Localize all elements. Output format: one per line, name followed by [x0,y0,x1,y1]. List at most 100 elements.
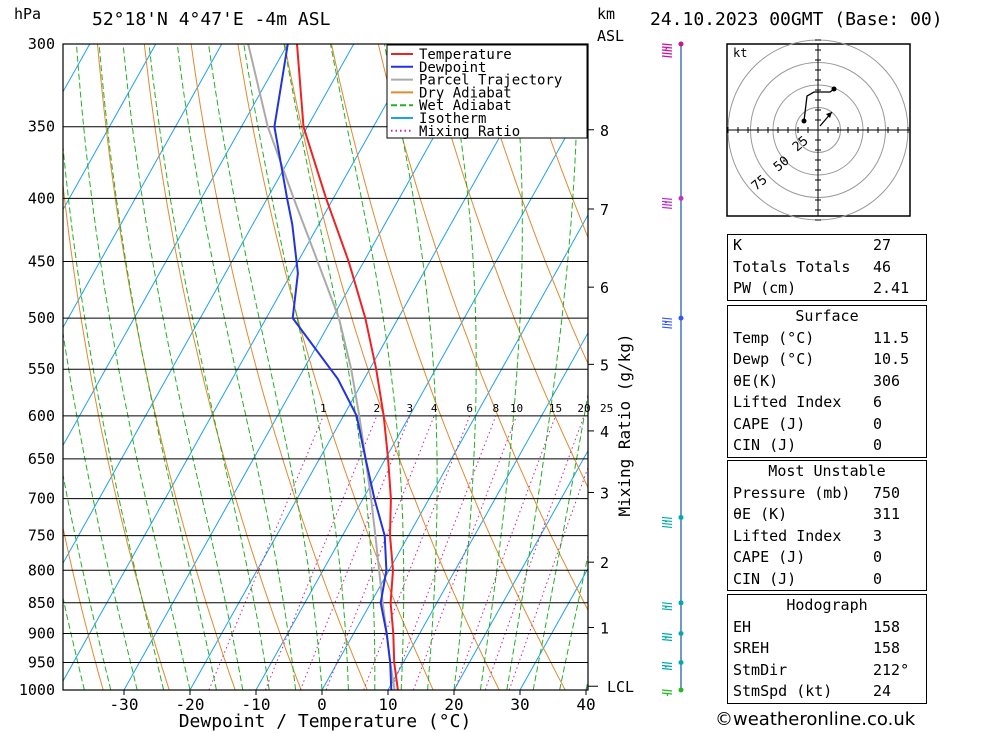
km-tick-label: 4 [600,423,609,441]
wet-adiabat-line [63,472,112,690]
hodograph-unit-label: kt [733,46,747,60]
legend-label: Isotherm [419,111,486,127]
mixing-ratio-label: 8 [492,402,499,415]
pressure-unit-label: hPa [14,5,42,23]
mixing-ratio-label: 2 [373,402,380,415]
legend-label: Temperature [419,47,512,63]
wind-level-dot [678,195,684,201]
dry-adiabat-line [987,44,1000,690]
wind-barb-flag [661,519,673,523]
indices-table: K 27 Totals Totals 46 PW (cm) 2.41 [727,234,927,301]
temperature-tick-label: 30 [510,695,529,714]
wet-adiabat-line [559,553,588,690]
wind-barb-flag [661,323,673,326]
wet-adiabat-line [479,44,523,690]
lcl-label: LCL [607,678,634,696]
mixing-ratio-line [363,415,471,690]
axes-labels: 1 2 3 4 6 8 10 15 20 2530035040045050055060065070… [19,35,634,732]
wind-profile [661,41,684,697]
site-link[interactable]: weatheronline.co.uk [733,709,916,730]
wind-barb-flag [661,320,673,323]
wind-barb-flag [661,43,673,46]
pressure-tick-label: 450 [28,253,55,271]
wet-adiabat-line [63,595,85,690]
copyright-icon: © [715,709,733,730]
most-unstable-row: Pressure (mb) 750 [733,483,901,502]
wind-barb-flag [661,52,673,55]
isotherm-line [123,44,487,690]
most-unstable-row: Lifted Index 3 [733,526,883,545]
dry-adiabat-line [940,44,1000,690]
km-tick-label: 7 [600,201,609,219]
wind-barb-staff [665,47,668,50]
most-unstable-row: CAPE (J) 0 [733,548,883,566]
hodograph-row: StmSpd (kt) 24 [733,682,892,700]
legend-label: Parcel Trajectory [419,73,562,89]
wind-barb-flag [661,689,673,692]
isotherm-line [63,44,355,565]
pressure-tick-label: 950 [28,653,55,671]
wind-barb-staff [664,321,668,324]
legend-box [386,44,588,139]
wind-barb-flag [661,55,673,58]
hodograph-trace [803,88,835,122]
pressure-tick-label: 600 [28,407,55,425]
mixing-ratio-line [508,466,588,690]
temperature-tick-label: 10 [378,695,397,714]
km-tick-label: 2 [600,554,609,572]
wind-barb-flag [661,635,673,639]
hodograph-table: Hodograph EH 158 SREH 158 StmDir 212° StmSp… [727,594,927,704]
wet-adiabat-line [0,44,32,690]
pressure-tick-label: 550 [28,360,55,378]
hodograph-row: EH 158 [733,617,901,636]
mixing-ratio-line [484,415,585,690]
wind-barb-flag [661,522,673,526]
wind-barb-staff [664,665,668,668]
wind-barb-flag [661,317,673,320]
mixing-ratio-line [454,415,556,690]
dry-adiabat-line [63,525,104,690]
wet-adiabat-line [383,44,438,690]
wind-barb-flag [661,197,673,200]
dry-adiabat-line [471,44,588,365]
isotherm-line [387,331,588,690]
mixing-ratio-label: 3 [407,402,414,415]
asl-label: ASL [597,27,625,45]
pressure-tick-label: 1000 [19,681,55,699]
pressure-tick-label: 300 [28,35,55,53]
km-tick-label: 5 [600,356,609,374]
most-unstable-title: Most Unstable [768,462,886,480]
wind-barb-flag [661,326,673,329]
index-row-k: K 27 [733,236,892,254]
dry-adiabat-line [97,44,236,690]
surface-row: Dewp (°C) 10.5 [733,350,910,368]
surface-row: CIN (J) 0 [733,436,883,454]
mixing-ratio-label: 15 [549,402,562,415]
legend-label: Wet Adiabat [419,98,512,114]
temperature-tick-label: 20 [444,695,463,714]
wind-level-dot [678,315,684,321]
wind-level-dot [678,41,684,47]
pressure-tick-label: 850 [28,594,55,612]
location-title: 52°18'N 4°47'E -4m ASL [92,9,331,30]
hodograph-start-dot [801,118,807,124]
index-row-totals: Totals Totals 46 [733,257,892,276]
surface-title: Surface [795,307,859,325]
isotherm-line [519,567,588,690]
wind-barb-flag [661,661,673,665]
datetime-title: 24.10.2023 00GMT (Base: 00) [650,9,943,30]
wet-adiabat-line [208,44,323,690]
temperature-tick-label: -10 [242,695,271,714]
km-tick-label: 3 [600,484,609,502]
mixing-ratio-label: 6 [466,402,473,415]
wind-barb-flag [661,49,673,52]
wind-barb-flag [661,602,673,605]
wet-adiabat-line [243,44,349,690]
mixing-ratio-line [325,415,435,690]
pressure-tick-label: 350 [28,118,55,136]
storm-motion-arrowhead [826,112,832,118]
dry-adiabat-line [518,44,588,239]
dry-adiabat-line [190,44,368,690]
wind-barb-flag [661,206,673,209]
